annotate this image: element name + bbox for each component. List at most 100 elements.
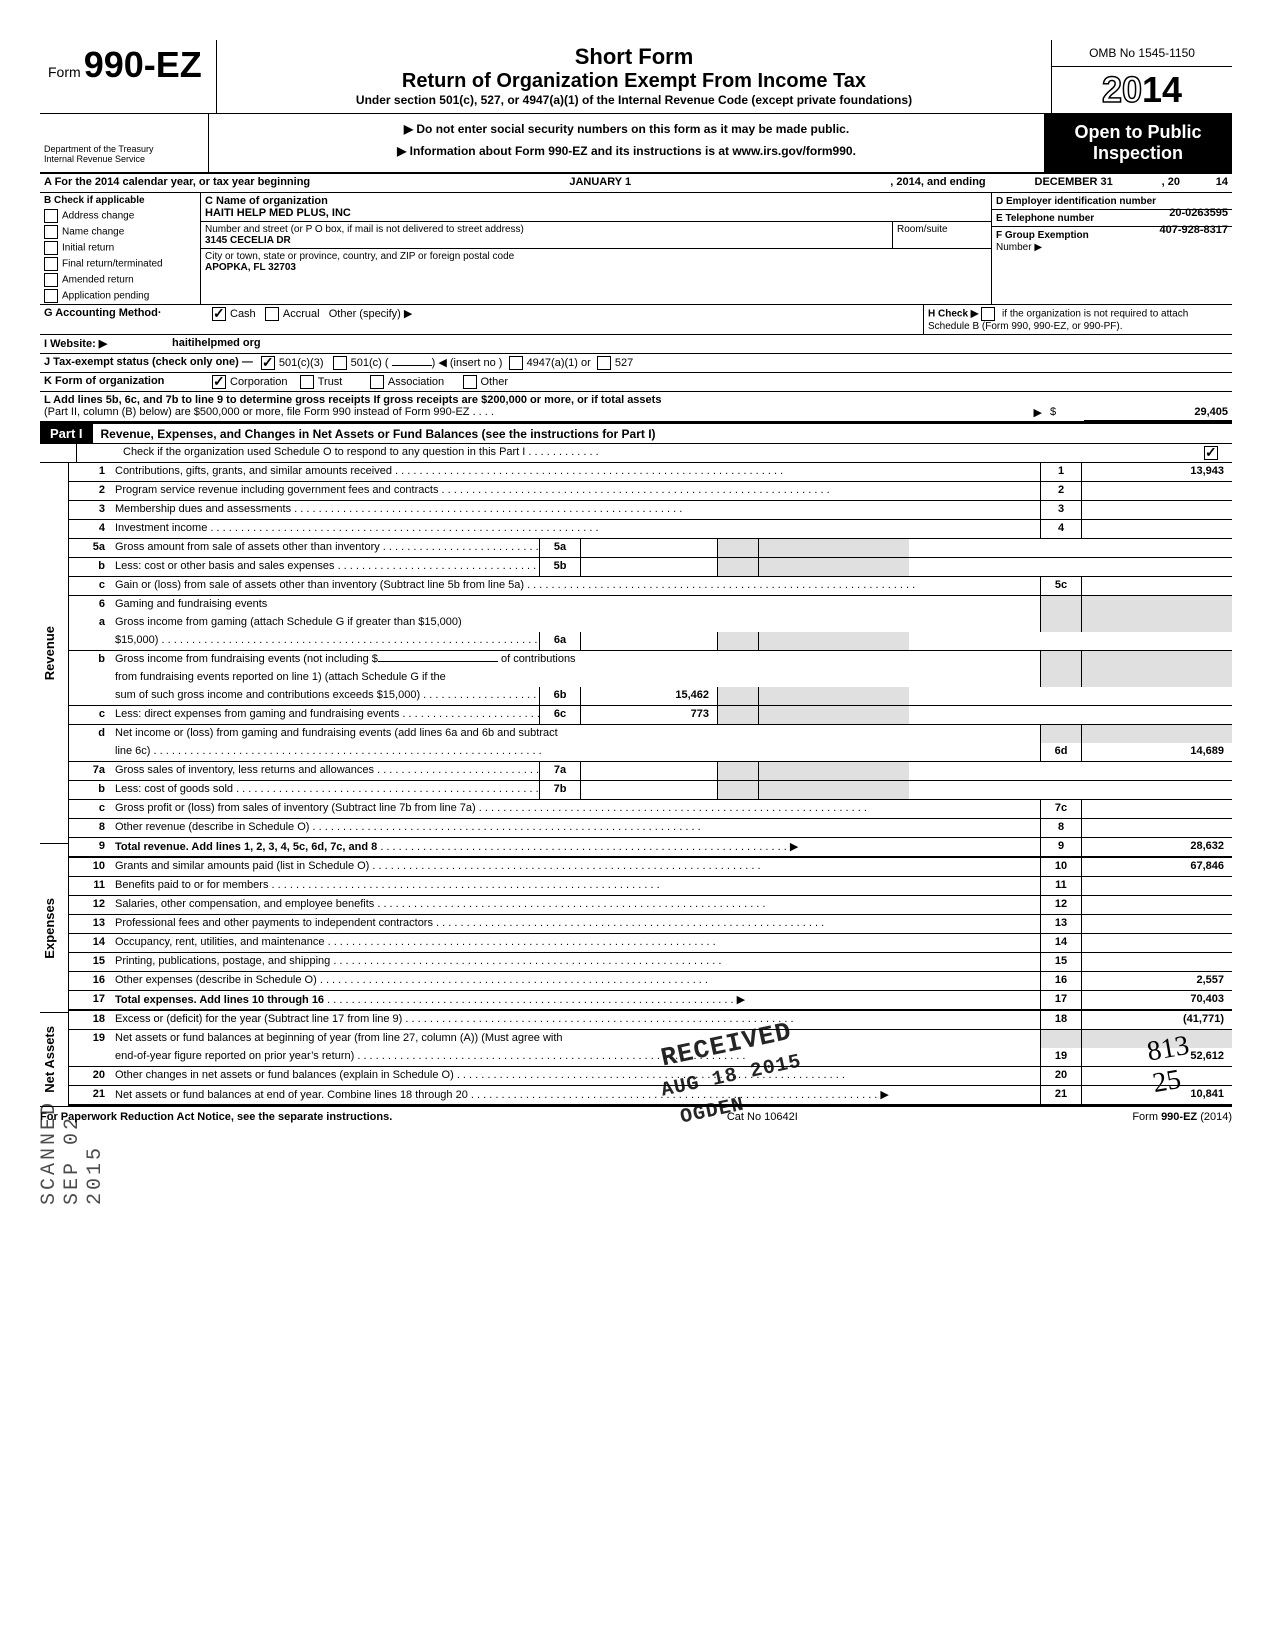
open-public-box: Open to Public Inspection	[1044, 114, 1232, 172]
checkbox-4947[interactable]	[509, 356, 523, 370]
period-begin: JANUARY 1	[314, 174, 886, 192]
line-17: 17Total expenses. Add lines 10 through 1…	[69, 991, 1232, 1011]
boxb-label: Name change	[62, 227, 124, 238]
boxb-item[interactable]: Application pending	[40, 288, 200, 304]
h-box: H Check ▶ if the organization is not req…	[923, 305, 1232, 334]
k-c: Association	[388, 376, 444, 388]
boxb-item[interactable]: Amended return	[40, 272, 200, 288]
line-num: 12	[69, 896, 111, 914]
d-lbl: D Employer identification number	[996, 196, 1156, 207]
checkbox-icon[interactable]	[44, 273, 58, 287]
boxb-item[interactable]: Address change	[40, 208, 200, 224]
shade-val	[1081, 651, 1232, 669]
l-txt1: L Add lines 5b, 6c, and 7b to line 9 to …	[44, 394, 661, 406]
boxb-item[interactable]: Final return/terminated	[40, 256, 200, 272]
row-a-period: A For the 2014 calendar year, or tax yea…	[40, 174, 1232, 193]
scanned-stamp: SCANNED SEP 02 2015	[38, 1100, 107, 1205]
checkbox-schedule-o[interactable]	[1204, 446, 1218, 460]
line-desc: Printing, publications, postage, and shi…	[111, 953, 1040, 971]
j-lbl: J Tax-exempt status (check only one) —	[40, 354, 257, 372]
line-desc: Gain or (loss) from sale of assets other…	[111, 577, 1040, 595]
line-box: 16	[1040, 972, 1081, 990]
line-5b: bLess: cost or other basis and sales exp…	[69, 558, 1232, 577]
line-val: 70,403	[1081, 991, 1232, 1009]
checkbox-corp[interactable]	[212, 375, 226, 389]
checkbox-cash[interactable]	[212, 307, 226, 321]
k-b: Trust	[318, 376, 343, 388]
checkbox-icon[interactable]	[44, 209, 58, 223]
checkbox-501c[interactable]	[333, 356, 347, 370]
j-c: 4947(a)(1) or	[527, 357, 591, 369]
line-val	[1081, 520, 1232, 538]
line-box: 12	[1040, 896, 1081, 914]
line-val	[1081, 800, 1232, 818]
line-desc: Net assets or fund balances at end of ye…	[111, 1086, 1040, 1104]
line-val	[1081, 896, 1232, 914]
line-val	[1081, 482, 1232, 500]
line-val	[1081, 877, 1232, 895]
checkbox-icon[interactable]	[44, 257, 58, 271]
line-8: 8Other revenue (describe in Schedule O)8	[69, 819, 1232, 838]
line-19: end-of-year figure reported on prior yea…	[69, 1048, 1232, 1067]
checkbox-icon[interactable]	[44, 289, 58, 303]
shade-val	[758, 762, 909, 780]
expenses-label: Expenses	[40, 894, 68, 963]
checkbox-other[interactable]	[463, 375, 477, 389]
c-city-lbl: City or town, state or province, country…	[205, 251, 514, 262]
line-box: 8	[1040, 819, 1081, 837]
line-num: 1	[69, 463, 111, 481]
e-lbl: E Telephone number	[996, 213, 1094, 224]
line-val	[1081, 501, 1232, 519]
checkbox-accrual[interactable]	[265, 307, 279, 321]
line-num: 16	[69, 972, 111, 990]
shade-box	[1040, 1030, 1081, 1048]
line-desc: Benefits paid to or for members	[111, 877, 1040, 895]
line-text: from fundraising events reported on line…	[69, 669, 1232, 687]
footer-right: Form 990-EZ (2014)	[1132, 1111, 1232, 1123]
inner-box: 7a	[539, 762, 581, 780]
box-b: B Check if applicable Address change Nam…	[40, 193, 201, 304]
form-id-box: Form 990-EZ	[40, 40, 217, 113]
line-num: c	[69, 706, 111, 724]
l-val: 29,405	[1084, 392, 1232, 421]
f-lbl2: Number ▶	[996, 242, 1042, 253]
shade-box	[1040, 596, 1081, 614]
side-labels: Revenue Expenses Net Assets	[40, 463, 69, 1106]
line-12: 12Salaries, other compensation, and empl…	[69, 896, 1232, 915]
line-num: 8	[69, 819, 111, 837]
line-15: 15Printing, publications, postage, and s…	[69, 953, 1232, 972]
line-desc: Gross income from gaming (attach Schedul…	[111, 614, 1040, 632]
shade-box	[1040, 651, 1081, 669]
line-val	[1081, 577, 1232, 595]
checkbox-501c3[interactable]	[261, 356, 275, 370]
lines-container: 1Contributions, gifts, grants, and simil…	[69, 463, 1232, 1106]
line-num: 9	[69, 838, 111, 856]
form-page: Form 990-EZ Short Form Return of Organiz…	[40, 40, 1232, 1127]
checkbox-527[interactable]	[597, 356, 611, 370]
part1-check-row: Check if the organization used Schedule …	[40, 444, 1232, 463]
checkbox-h[interactable]	[981, 307, 995, 321]
part1-check-text: Check if the organization used Schedule …	[119, 444, 1194, 462]
checkbox-assoc[interactable]	[370, 375, 384, 389]
inner-val	[581, 558, 717, 576]
checkbox-icon[interactable]	[44, 225, 58, 239]
line-14: 14Occupancy, rent, utilities, and mainte…	[69, 934, 1232, 953]
inner-box: 7b	[539, 781, 581, 799]
boxb-item[interactable]: Initial return	[40, 240, 200, 256]
line-text: bGross income from fundraising events (n…	[69, 651, 1232, 669]
line-desc: Grants and similar amounts paid (list in…	[111, 858, 1040, 876]
checkbox-icon[interactable]	[44, 241, 58, 255]
line-box: 9	[1040, 838, 1081, 856]
shade-val	[758, 781, 909, 799]
boxb-label: Application pending	[62, 291, 149, 302]
line-desc: Investment income	[111, 520, 1040, 538]
omb-number: OMB No 1545-1150	[1052, 40, 1232, 67]
line-num: 15	[69, 953, 111, 971]
shade-box	[1040, 725, 1081, 743]
boxb-item[interactable]: Name change	[40, 224, 200, 240]
g-accr: Accrual	[283, 308, 320, 320]
line-box: 1	[1040, 463, 1081, 481]
checkbox-trust[interactable]	[300, 375, 314, 389]
line-desc: Less: cost of goods sold	[111, 781, 539, 799]
line-5c: cGain or (loss) from sale of assets othe…	[69, 577, 1232, 596]
